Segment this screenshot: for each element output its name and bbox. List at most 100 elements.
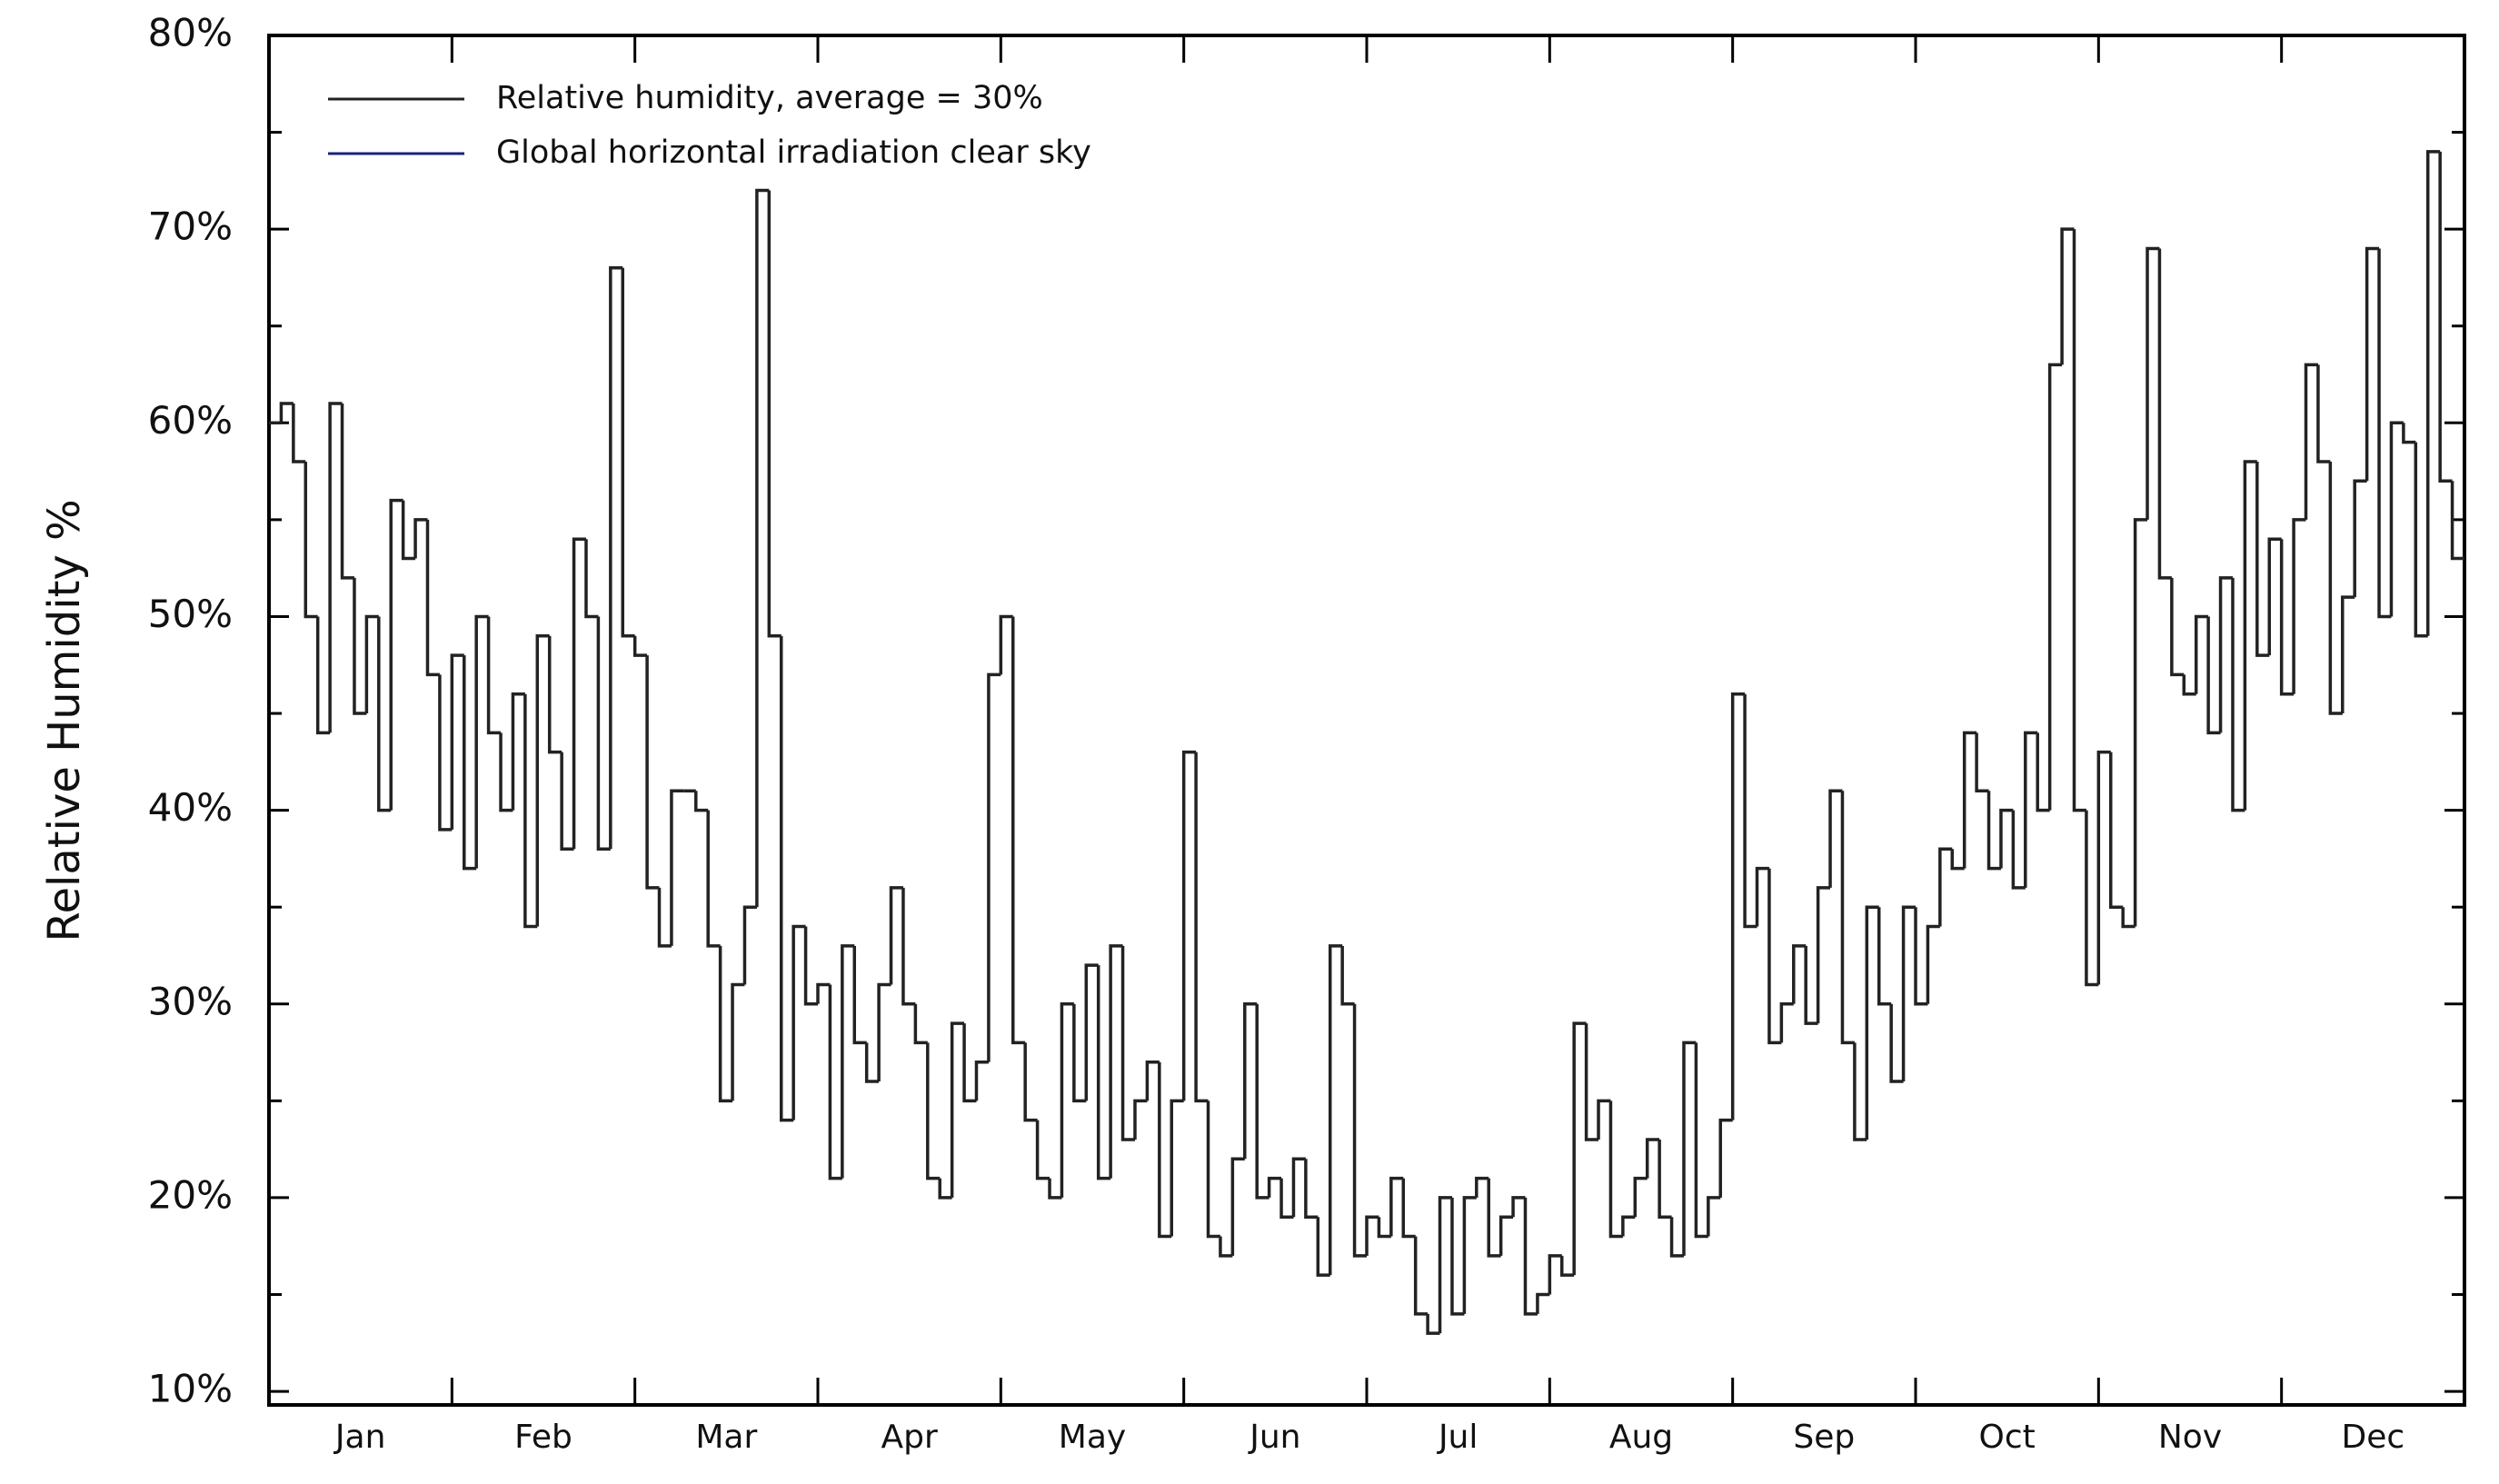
humidity-step [1608, 1101, 1623, 1239]
humidity-step [1926, 924, 1940, 1004]
humidity-step [2438, 151, 2453, 483]
humidity-step [742, 905, 757, 985]
humidity-step [2304, 363, 2318, 520]
humidity-step [2182, 674, 2196, 696]
humidity-step [1792, 944, 1807, 1004]
humidity-step [962, 1023, 977, 1103]
humidity-step [1340, 945, 1355, 1006]
humidity-step [1304, 1159, 1319, 1219]
humidity-step [2036, 732, 2050, 812]
x-tick-label: Jan [334, 1419, 386, 1456]
humidity-step [2072, 229, 2086, 812]
humidity-step [1377, 1217, 1391, 1239]
humidity-step [1072, 1003, 1087, 1103]
humidity-step [1426, 1313, 1440, 1335]
humidity-step [2316, 364, 2331, 463]
humidity-step [1145, 1060, 1160, 1101]
humidity-step [2292, 518, 2306, 694]
humidity-step [2414, 442, 2428, 638]
humidity-step [841, 944, 855, 1179]
humidity-step [1389, 1176, 1404, 1237]
humidity-step [1682, 1041, 1697, 1256]
humidity-step [926, 1042, 941, 1180]
humidity-step [1158, 1061, 1172, 1239]
humidity-step [1230, 1157, 1245, 1256]
humidity-step [1462, 1196, 1477, 1314]
humidity-step [2231, 577, 2245, 812]
humidity-step [1901, 905, 1916, 1082]
humidity-step [2133, 518, 2148, 927]
humidity-step [1011, 616, 1026, 1045]
humidity-step [2157, 248, 2172, 580]
humidity-step [1365, 1215, 1379, 1256]
humidity-step [2341, 595, 2355, 714]
humidity-step [279, 402, 294, 423]
humidity-step [2085, 810, 2099, 987]
humidity-step [1438, 1196, 1452, 1334]
humidity-step [1035, 1120, 1050, 1180]
humidity-step [560, 752, 574, 851]
humidity-step [474, 614, 489, 869]
humidity-step [828, 984, 842, 1180]
x-tick-label: Dec [2341, 1419, 2404, 1456]
humidity-step [950, 1021, 965, 1198]
humidity-step [328, 402, 343, 733]
humidity-step [1243, 1002, 1258, 1160]
humidity-step [1170, 1099, 1184, 1237]
humidity-step [1523, 1197, 1538, 1316]
humidity-step [486, 616, 502, 735]
humidity-step [1816, 886, 1831, 1024]
humidity-step [913, 1003, 928, 1045]
humidity-step [2194, 614, 2209, 694]
humidity-step [1291, 1157, 1306, 1218]
humidity-step [1621, 1215, 1636, 1237]
humidity-step [645, 655, 660, 890]
humidity-step [2377, 248, 2392, 619]
humidity-step [670, 789, 684, 946]
humidity-step [1938, 847, 1953, 927]
humidity-step [1950, 849, 1965, 871]
x-tick-label: Apr [881, 1419, 938, 1456]
humidity-step [1889, 1003, 1904, 1083]
humidity-step [511, 692, 525, 811]
humidity-step [401, 500, 416, 561]
humidity-step [901, 887, 916, 1006]
humidity-step [1181, 750, 1197, 1101]
humidity-step [1755, 866, 1769, 927]
humidity-step [1487, 1178, 1501, 1258]
humidity-step [1084, 963, 1099, 1101]
y-tick-label: 50% [148, 592, 233, 636]
humidity-step [2011, 810, 2026, 890]
humidity-step [1999, 808, 2014, 869]
humidity-step [499, 732, 513, 812]
humidity-step [2243, 460, 2257, 811]
humidity-step [547, 635, 563, 754]
humidity-step [767, 190, 782, 638]
humidity-step [364, 614, 379, 714]
humidity-step [816, 982, 831, 1004]
humidity-step [889, 886, 903, 985]
humidity-step [2121, 907, 2136, 929]
humidity-step [1730, 692, 1746, 1120]
y-tick-label: 70% [148, 204, 233, 249]
humidity-step [292, 403, 306, 463]
humidity-step [1767, 868, 1782, 1045]
legend-label: Relative humidity, average = 30% [496, 80, 1043, 116]
x-tick-label: Aug [1609, 1419, 1673, 1456]
humidity-step [1828, 789, 1843, 888]
humidity-step [596, 616, 611, 851]
humidity-step [2267, 537, 2282, 656]
humidity-step [377, 616, 392, 812]
humidity-step [877, 982, 891, 1082]
x-tick-label: Jul [1437, 1419, 1478, 1456]
humidity-step [1840, 791, 1855, 1045]
x-tick-label: Jun [1248, 1419, 1300, 1456]
x-tick-label: Feb [514, 1419, 572, 1456]
humidity-step [389, 498, 403, 811]
humidity-step [1536, 1292, 1550, 1314]
humidity-step [657, 887, 672, 948]
humidity-step [315, 616, 331, 735]
humidity-step [1316, 1217, 1330, 1277]
humidity-step [584, 539, 599, 619]
x-tick-label: Oct [1979, 1419, 2036, 1456]
